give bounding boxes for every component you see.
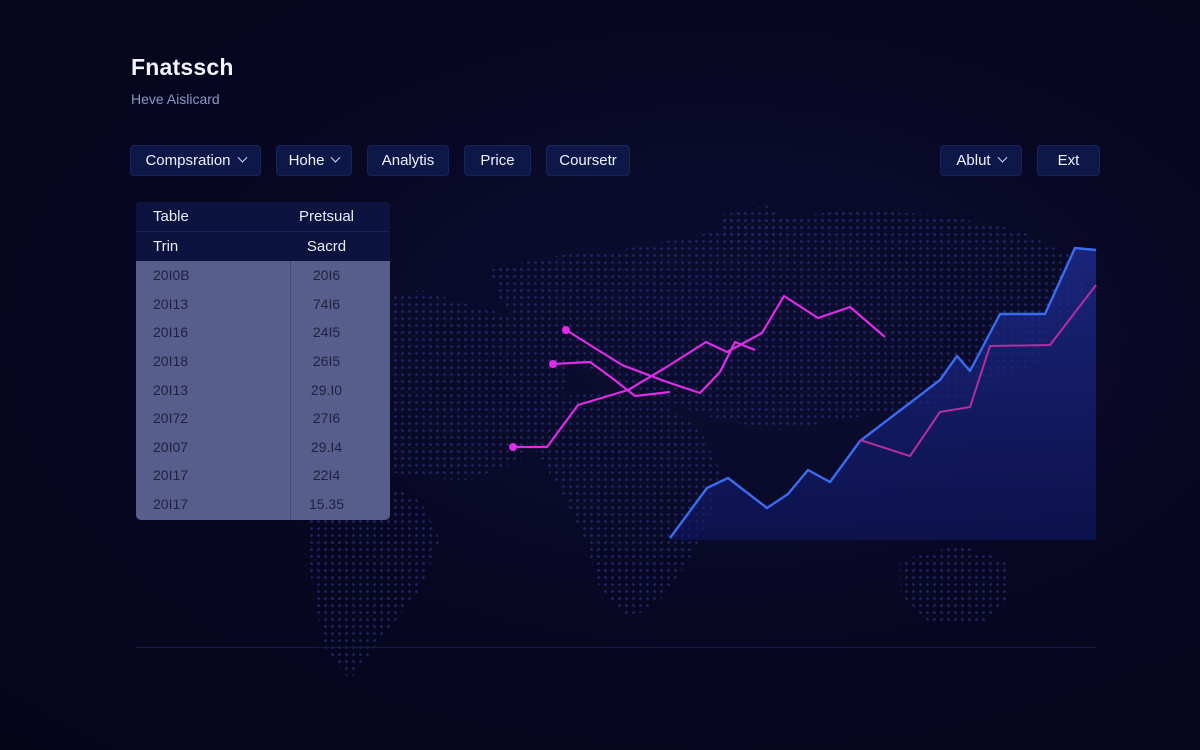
data-table: Table Pretsual Trin Sacrd 20I0B 20I6 20I1… [136, 202, 390, 520]
table-cell: 20I07 [153, 438, 189, 455]
table-row: 20I13 29.I0 [136, 375, 390, 404]
table-row: 20I17 22I4 [136, 461, 390, 490]
table-cell: 20I13 [153, 295, 189, 312]
series-line-3 [552, 360, 671, 398]
map-africa [530, 392, 720, 620]
table-row: 20I17 15.35 [136, 490, 390, 519]
header-cell: Pretsual [298, 208, 355, 225]
price-button[interactable]: Price [464, 145, 531, 176]
table-header-row: Table Pretsual [136, 202, 390, 231]
price-label: Price [480, 152, 515, 169]
table-cell: 20I17 [153, 467, 189, 484]
chart-baseline [136, 647, 1096, 648]
about-label: Ablut [956, 152, 991, 169]
table-cell: 20I13 [153, 381, 189, 398]
page-title: Fnatssch [131, 54, 234, 80]
about-dropdown[interactable]: Ablut [940, 145, 1022, 176]
table-cell: 29.I0 [310, 381, 343, 398]
table-cell: 26I5 [312, 353, 341, 370]
table-cell: 74I6 [312, 295, 341, 312]
table-subheader-row: Trin Sacrd [136, 231, 390, 261]
home-label: Hohe [288, 152, 325, 169]
exit-button[interactable]: Ext [1037, 145, 1100, 176]
table-cell: 27I6 [312, 410, 341, 427]
table-cell: 20I72 [153, 410, 189, 427]
table-row: 20I18 26I5 [136, 347, 390, 376]
series-start-point [509, 443, 517, 451]
table-column-divider [290, 261, 291, 520]
series-start-point [549, 360, 557, 368]
subheader-cell: Trin [153, 238, 179, 255]
table-row: 20I0B 20I6 [136, 261, 390, 290]
table-cell: 20I0B [153, 267, 190, 284]
table-body: 20I0B 20I6 20I13 74I6 20I16 24I5 20I18 26I5 … [136, 261, 390, 518]
table-cell: 20I18 [153, 353, 189, 370]
map-eurasia [490, 210, 1090, 430]
table-header: Table Pretsual Trin Sacrd [136, 202, 390, 261]
course-label: Coursetr [559, 152, 617, 169]
table-row: 20I16 24I5 [136, 318, 390, 347]
series-start-point [562, 326, 570, 334]
table-cell: 15.35 [308, 496, 345, 513]
home-dropdown[interactable]: Hohe [276, 145, 352, 176]
exit-label: Ext [1057, 152, 1080, 169]
table-cell: 20I17 [153, 496, 189, 513]
table-cell: 22I4 [312, 467, 341, 484]
chart-lines [509, 246, 1097, 539]
subheader-cell: Sacrd [306, 238, 347, 255]
map-australia [900, 545, 1010, 625]
table-cell: 20I6 [312, 267, 341, 284]
map-south-america [305, 470, 440, 680]
analytics-button[interactable]: Analytis [367, 145, 449, 176]
table-row: 20I07 29.I4 [136, 433, 390, 462]
header-cell: Table [153, 208, 189, 225]
map-greenland [720, 205, 790, 255]
course-button[interactable]: Coursetr [546, 145, 630, 176]
series-line-2 [565, 329, 756, 395]
chart-area-fill [670, 248, 1096, 540]
comparison-dropdown[interactable]: Compsration [130, 145, 261, 176]
series-line-5 [859, 284, 1097, 457]
analytics-label: Analytis [381, 152, 435, 169]
comparison-label: Compsration [145, 152, 231, 169]
series-line-1 [513, 294, 886, 449]
table-row: 20I13 74I6 [136, 290, 390, 319]
table-cell: 29.I4 [310, 438, 343, 455]
table-row: 20I72 27I6 [136, 404, 390, 433]
table-cell: 20I16 [153, 324, 189, 341]
page-subtitle: Heve Aislicard [131, 91, 220, 107]
table-cell: 24I5 [312, 324, 341, 341]
